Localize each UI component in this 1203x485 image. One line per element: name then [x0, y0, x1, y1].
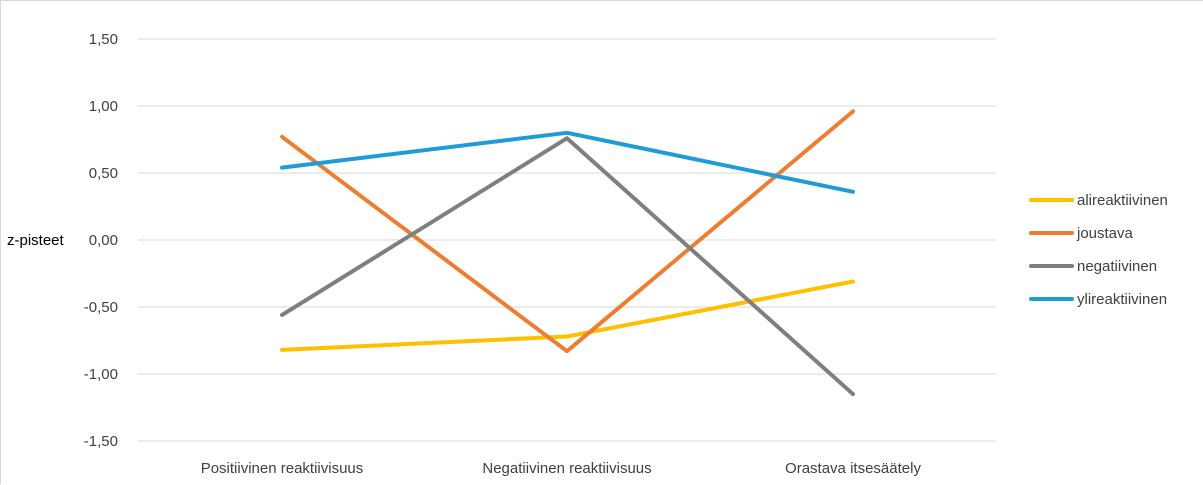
series-line-ylireaktiivinen	[280, 130, 855, 194]
y-tick-label: -0,50	[84, 299, 118, 316]
y-tick-label: 0,50	[89, 165, 118, 182]
y-tick-label: -1,50	[84, 433, 118, 450]
y-tick-label: 0,00	[89, 232, 118, 249]
x-category-label: Positiivinen reaktiivisuus	[201, 460, 364, 477]
series-line-joustava	[280, 109, 855, 354]
legend-label: ylireaktiivinen	[1077, 291, 1167, 308]
series-line-negatiivinen	[280, 136, 855, 397]
legend-label: alireaktiivinen	[1077, 192, 1168, 209]
legend-label: joustava	[1076, 225, 1134, 242]
x-category-label: Negatiivinen reaktiivisuus	[482, 460, 651, 477]
x-category-label: Orastava itsesäätely	[785, 460, 921, 477]
x-axis-categories: Positiivinen reaktiivisuus Negatiivinen r…	[201, 460, 922, 477]
legend-label: negatiivinen	[1077, 258, 1157, 275]
series-lines	[280, 109, 855, 397]
y-tick-label: 1,50	[89, 31, 118, 48]
y-axis-ticks: 1,50 1,00 0,50 0,00 -0,50 -1,00 -1,50	[84, 31, 118, 450]
y-tick-label: 1,00	[89, 98, 118, 115]
y-axis-title: z-pisteet	[7, 232, 65, 249]
legend: alireaktiivinen joustava negatiivinen ylire…	[1029, 192, 1168, 308]
y-tick-label: -1,00	[84, 366, 118, 383]
series-line-alireaktiivinen	[280, 279, 855, 352]
gridlines	[138, 38, 996, 442]
